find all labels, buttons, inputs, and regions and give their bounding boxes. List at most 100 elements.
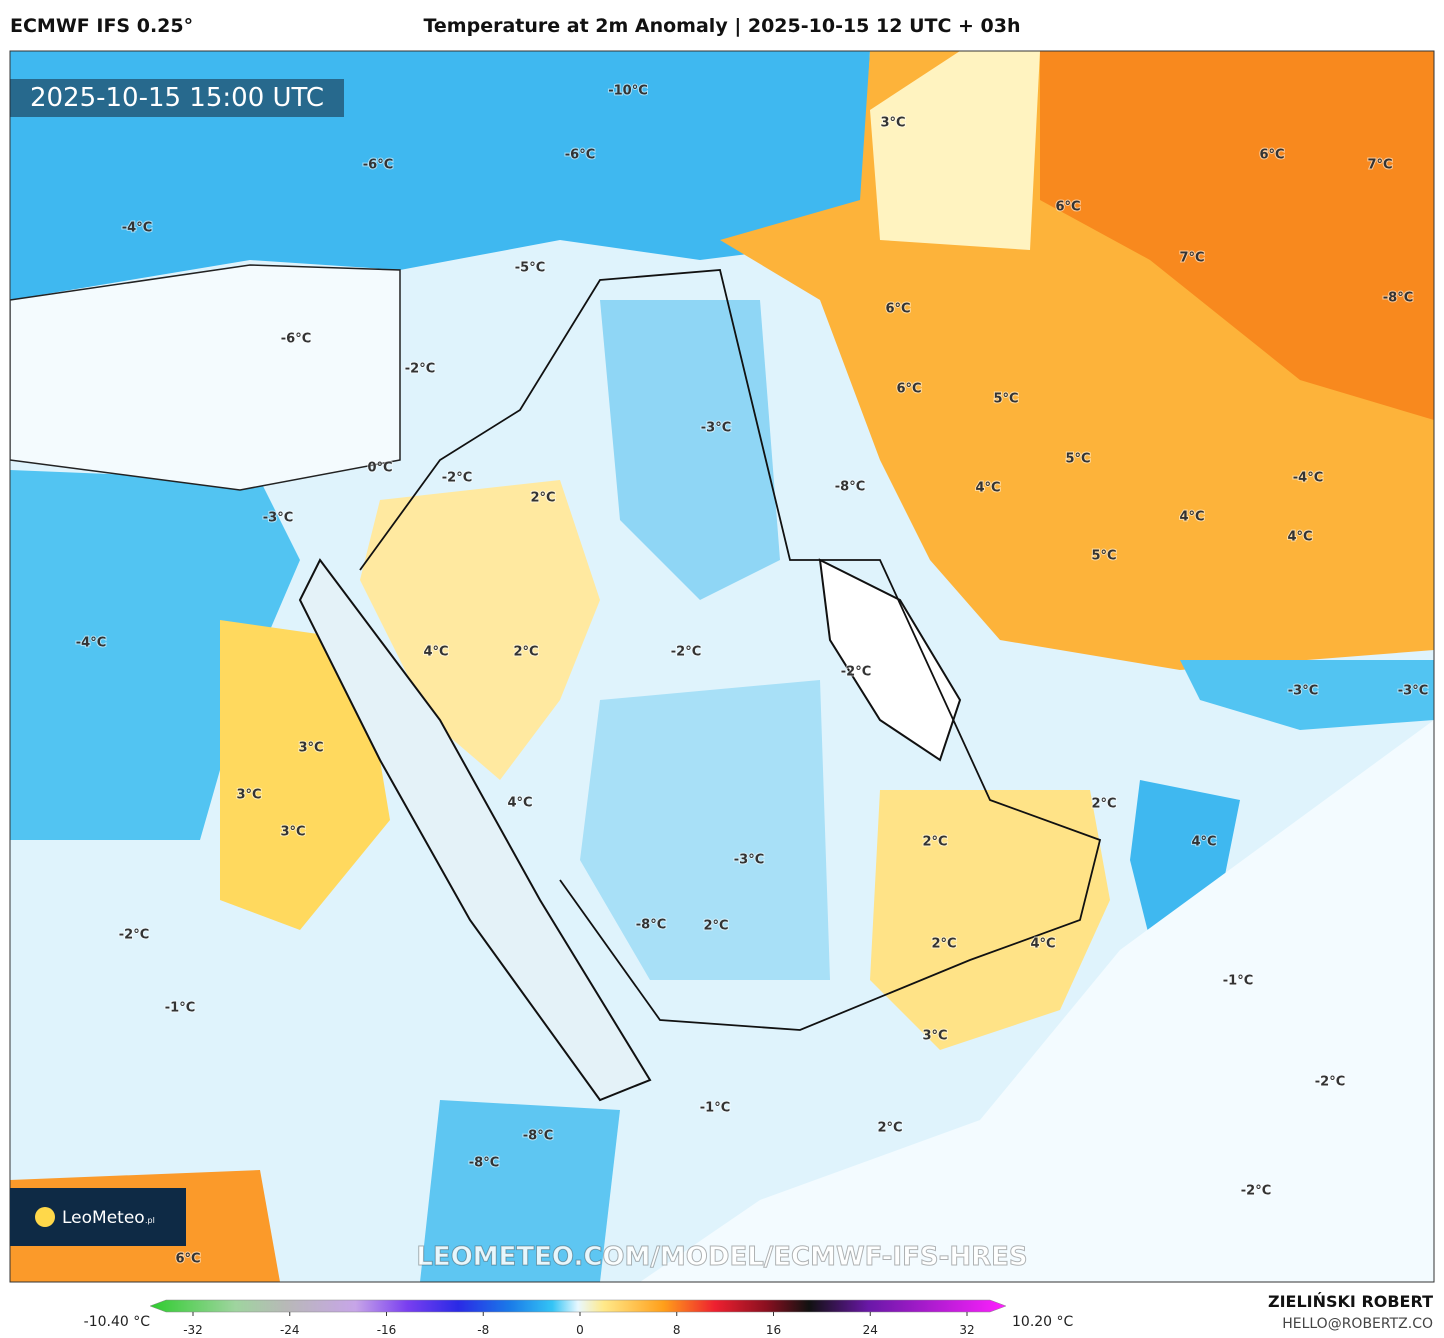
colorbar-tick-label: -32 [183, 1323, 203, 1337]
mediterranean [10, 264, 401, 491]
anomaly-label: 5°C [993, 392, 1018, 407]
anomaly-label: 4°C [1287, 530, 1312, 545]
red-sea [298, 558, 652, 1102]
anomaly-label: -2°C [841, 665, 871, 680]
anomaly-label: 4°C [507, 796, 532, 811]
colorbar-tick-label: 24 [863, 1323, 878, 1337]
anomaly-label: 3°C [298, 741, 323, 756]
anomaly-label: -8°C [1383, 291, 1413, 306]
colorbar-tick-label: 16 [766, 1323, 781, 1337]
anomaly-label: -5°C [515, 261, 545, 276]
anomaly-label: -4°C [76, 636, 106, 651]
anomaly-label: 4°C [975, 481, 1000, 496]
anomaly-label: -2°C [119, 928, 149, 943]
watermark: LEOMETEO.COM/MODEL/ECMWF-IFS-HRES [416, 1242, 1027, 1272]
timestamp-box [10, 79, 344, 117]
colorbar-max: 10.20 °C [1012, 1314, 1074, 1330]
logo-sun [35, 1207, 55, 1227]
anomaly-label: -1°C [1223, 974, 1253, 989]
logo-suffix: .pl [145, 1216, 155, 1225]
map-frame [9, 50, 1435, 1283]
anomaly-label: 3°C [880, 116, 905, 131]
anomaly-label: 5°C [1091, 549, 1116, 564]
colorbar-tick-label: 8 [673, 1323, 681, 1337]
anomaly-label: 3°C [922, 1029, 947, 1044]
author: ZIELIŃSKI ROBERT [1268, 1292, 1433, 1311]
anomaly-label: -4°C [1293, 471, 1323, 486]
anomaly-label: 6°C [1259, 148, 1284, 163]
anomaly-label: 2°C [703, 919, 728, 934]
anomaly-label: 2°C [922, 835, 947, 850]
anomaly-label: 6°C [885, 302, 910, 317]
anomaly-label: 2°C [530, 491, 555, 506]
anomaly-label: 4°C [423, 645, 448, 660]
anomaly-label: -6°C [281, 332, 311, 347]
anomaly-label: -3°C [1288, 684, 1318, 699]
colorbar-tick-label: -16 [377, 1323, 397, 1337]
anomaly-label: 6°C [896, 382, 921, 397]
anomaly-label: 4°C [1030, 937, 1055, 952]
anomaly-label: 3°C [236, 788, 261, 803]
anomaly-label: -8°C [636, 918, 666, 933]
colorbar-tick-label: 0 [576, 1323, 584, 1337]
anomaly-label: 5°C [1065, 452, 1090, 467]
anomaly-label: 6°C [1055, 200, 1080, 215]
persian-gulf [818, 558, 962, 762]
cold-anomaly-arabia [580, 680, 830, 980]
map [10, 51, 1434, 1282]
anomaly-label: -2°C [405, 362, 435, 377]
email: HELLO@ROBERTZ.CO [1282, 1316, 1433, 1332]
anomaly-label: 2°C [931, 937, 956, 952]
anomaly-label: 4°C [1179, 510, 1204, 525]
anomaly-label: 6°C [175, 1252, 200, 1267]
timestamp: 2025-10-15 15:00 UTC [30, 83, 324, 113]
anomaly-label: -2°C [442, 471, 472, 486]
anomaly-label: 7°C [1367, 158, 1392, 173]
anomaly-label: -3°C [734, 853, 764, 868]
anomaly-label: 2°C [877, 1121, 902, 1136]
colorbar-tick-label: -8 [477, 1323, 489, 1337]
cold-anomaly-makran [1180, 660, 1434, 730]
borders [359, 269, 1102, 1031]
anomaly-label: -3°C [1398, 684, 1428, 699]
colorbar-tick-label: -24 [280, 1323, 300, 1337]
anomaly-label: -10°C [608, 84, 648, 99]
anomaly-label: 7°C [1179, 251, 1204, 266]
cold-anomaly-iraq [600, 300, 780, 600]
map-labels: -10°C 3°C -6°C -6°C 6°C 7°C -4°C 6°C -5°C 7°C -8°C… [75, 83, 1429, 1268]
anomaly-label: -1°C [165, 1001, 195, 1016]
map-title: Temperature at 2m Anomaly | 2025-10-15 1… [423, 15, 1020, 37]
anomaly-label: 2°C [1091, 797, 1116, 812]
anomaly-label: 4°C [1191, 835, 1216, 850]
anomaly-label: -8°C [469, 1156, 499, 1171]
anomaly-label: -2°C [1315, 1075, 1345, 1090]
model-name: ECMWF IFS 0.25° [10, 15, 193, 37]
cold-anomaly-ethiopia [420, 1100, 620, 1282]
logo-name: LeoMeteo [62, 1208, 145, 1228]
arabian-sea [640, 720, 1434, 1282]
anomaly-label: -8°C [835, 480, 865, 495]
anomaly-label: -2°C [671, 645, 701, 660]
warm-anomaly-empty-quarter [870, 790, 1110, 1050]
colorbar-ticks: -32 -24 -16 -8 0 8 16 24 32 [183, 1312, 975, 1337]
colorbar-min: -10.40 °C [84, 1314, 151, 1330]
anomaly-label: -1°C [700, 1101, 730, 1116]
anomaly-label: -8°C [523, 1129, 553, 1144]
caspian-area [870, 51, 1040, 250]
anomaly-label: -3°C [263, 511, 293, 526]
anomaly-label: 3°C [280, 825, 305, 840]
anomaly-label: 0°C [367, 461, 392, 476]
warm-anomaly-nile [220, 620, 390, 930]
anomaly-label: -4°C [122, 221, 152, 236]
anomaly-label: -6°C [565, 148, 595, 163]
colorbar [149, 1299, 1007, 1313]
cold-anomaly-egypt [10, 470, 300, 840]
warm-anomaly-north [1040, 51, 1434, 420]
anomaly-label: -2°C [1241, 1184, 1271, 1199]
anomaly-label: -6°C [363, 158, 393, 173]
colorbar-tick-label: 32 [959, 1323, 974, 1337]
warm-anomaly-hejaz [360, 480, 600, 780]
anomaly-label: -3°C [701, 421, 731, 436]
anomaly-label: 2°C [513, 645, 538, 660]
